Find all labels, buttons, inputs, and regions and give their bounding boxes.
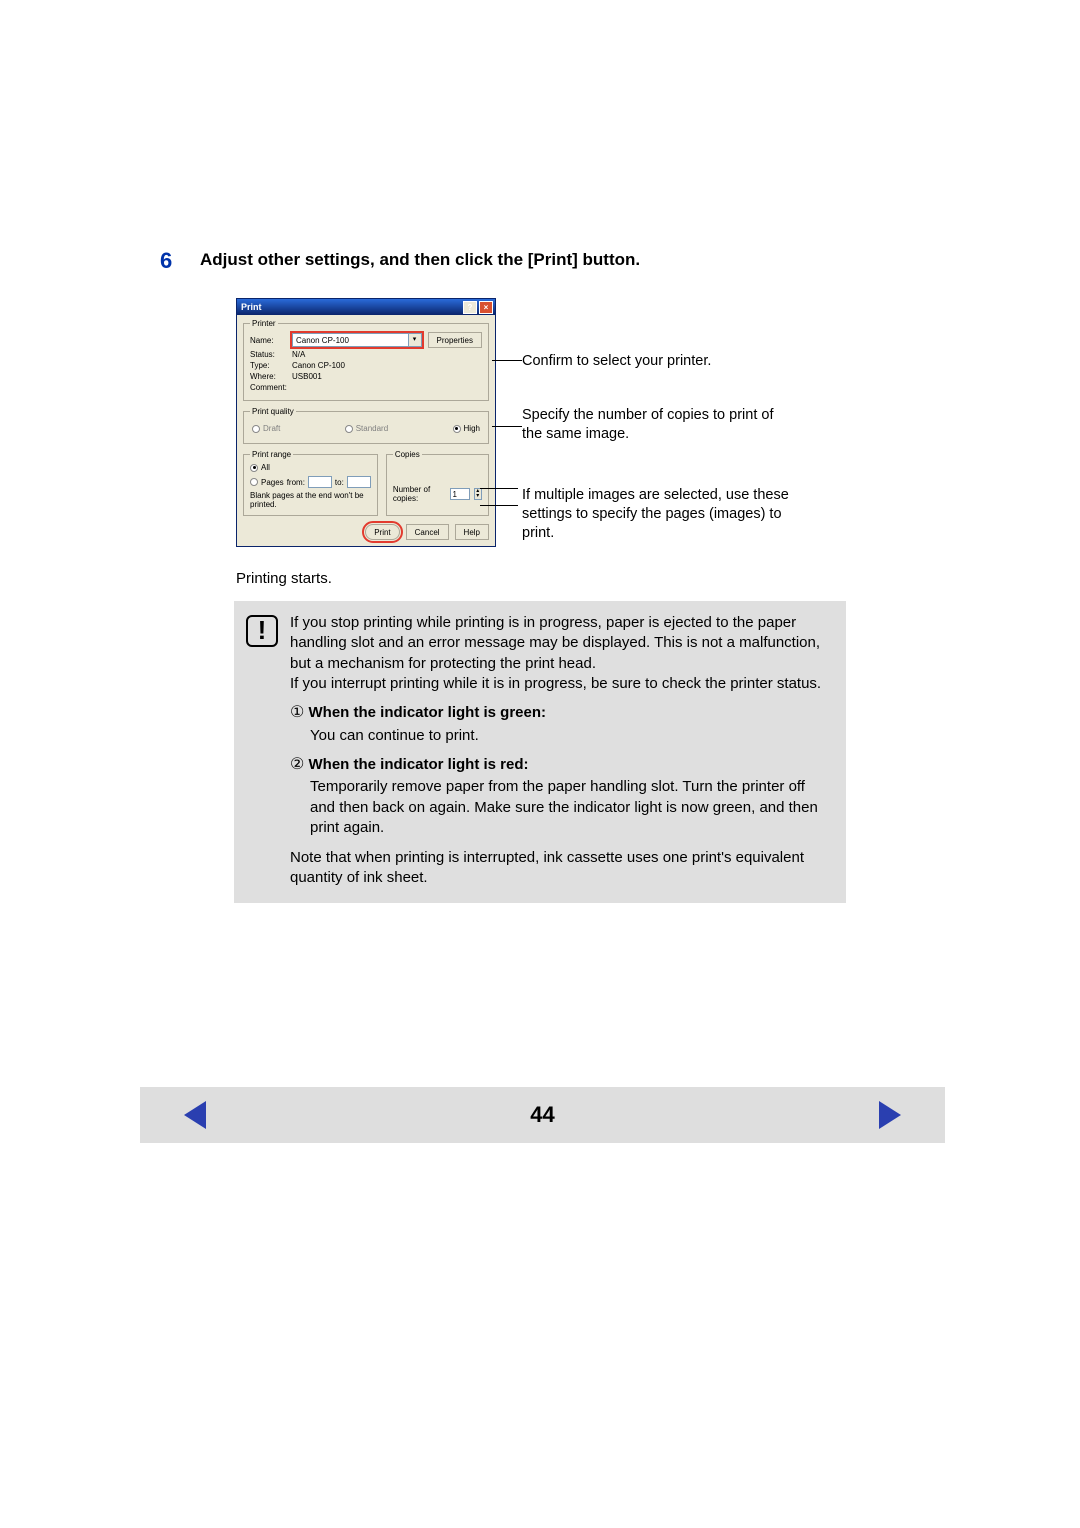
info-n2-num: ② xyxy=(290,754,304,776)
quality-high-radio[interactable]: High xyxy=(453,424,480,433)
chevron-down-icon[interactable]: ▾ xyxy=(408,334,421,346)
quality-group: Print quality Draft Standard High xyxy=(243,407,489,444)
prev-page-icon[interactable] xyxy=(184,1101,206,1129)
dialog-title: Print xyxy=(239,302,461,312)
copies-group: Copies Number of copies: ▴▾ xyxy=(386,450,489,516)
range-pages-label: Pages xyxy=(261,478,284,487)
close-icon[interactable]: × xyxy=(479,301,493,314)
quality-high-label: High xyxy=(464,424,480,433)
step-number: 6 xyxy=(140,248,200,274)
name-label: Name: xyxy=(250,336,292,345)
to-label: to: xyxy=(335,478,344,487)
info-n2-body: Temporarily remove paper from the paper … xyxy=(290,777,832,838)
info-n1-body: You can continue to print. xyxy=(290,726,832,746)
copies-group-label: Copies xyxy=(393,450,422,459)
cancel-button[interactable]: Cancel xyxy=(406,524,449,540)
next-page-icon[interactable] xyxy=(879,1101,901,1129)
printing-starts: Printing starts. xyxy=(236,570,945,587)
info-n2-head: When the indicator light is red: xyxy=(309,756,529,773)
info-n1-num: ① xyxy=(290,702,304,724)
status-value: N/A xyxy=(292,350,305,359)
printer-name-value: Canon CP-100 xyxy=(296,336,349,345)
callout-range: If multiple images are selected, use the… xyxy=(522,486,812,543)
where-value: USB001 xyxy=(292,372,322,381)
status-label: Status: xyxy=(250,350,292,359)
warning-icon: ! xyxy=(246,615,278,647)
quality-standard-radio[interactable]: Standard xyxy=(345,424,388,433)
callout-leader xyxy=(492,360,522,361)
range-group-label: Print range xyxy=(250,450,293,459)
printer-group-label: Printer xyxy=(250,319,278,328)
where-label: Where: xyxy=(250,372,292,381)
copies-label: Number of copies: xyxy=(393,485,446,503)
quality-draft-label: Draft xyxy=(263,424,280,433)
range-pages-radio[interactable]: Pages xyxy=(250,478,284,487)
range-all-label: All xyxy=(261,463,270,472)
callout-leader xyxy=(492,426,522,427)
comment-label: Comment: xyxy=(250,383,292,392)
quality-draft-radio[interactable]: Draft xyxy=(252,424,280,433)
info-n1-head: When the indicator light is green: xyxy=(309,704,547,721)
printer-name-select[interactable]: Canon CP-100 ▾ xyxy=(292,333,422,347)
copies-input[interactable] xyxy=(450,488,470,500)
page-number: 44 xyxy=(530,1102,554,1128)
dialog-titlebar: Print ? × xyxy=(237,299,495,315)
callout-copies: Specify the number of copies to print of… xyxy=(522,406,782,444)
copies-spinner[interactable]: ▴▾ xyxy=(474,488,482,500)
range-all-radio[interactable]: All xyxy=(250,463,371,472)
help-icon[interactable]: ? xyxy=(463,301,477,314)
callout-leader xyxy=(480,488,518,489)
callout-leader xyxy=(480,505,518,506)
help-button[interactable]: Help xyxy=(455,524,489,540)
quality-group-label: Print quality xyxy=(250,407,296,416)
info-para-1: If you stop printing while printing is i… xyxy=(290,613,832,674)
blank-pages-note: Blank pages at the end won't be printed. xyxy=(250,491,371,509)
type-label: Type: xyxy=(250,361,292,370)
from-label: from: xyxy=(287,478,305,487)
quality-standard-label: Standard xyxy=(356,424,388,433)
print-dialog: Print ? × Printer Name: Canon CP-100 ▾ xyxy=(236,298,496,547)
range-group: Print range All Pages from: to: Blank pa… xyxy=(243,450,378,516)
printer-group: Printer Name: Canon CP-100 ▾ Properties … xyxy=(243,319,489,401)
step-title: Adjust other settings, and then click th… xyxy=(200,248,945,274)
from-input[interactable] xyxy=(308,476,332,488)
properties-button[interactable]: Properties xyxy=(428,332,482,348)
callout-printer: Confirm to select your printer. xyxy=(522,352,711,371)
print-button[interactable]: Print xyxy=(365,524,399,540)
info-box: ! If you stop printing while printing is… xyxy=(234,601,846,903)
type-value: Canon CP-100 xyxy=(292,361,345,370)
page-footer: 44 xyxy=(140,1087,945,1143)
to-input[interactable] xyxy=(347,476,371,488)
info-tail: Note that when printing is interrupted, … xyxy=(246,848,832,889)
info-para-2: If you interrupt printing while it is in… xyxy=(290,674,832,694)
